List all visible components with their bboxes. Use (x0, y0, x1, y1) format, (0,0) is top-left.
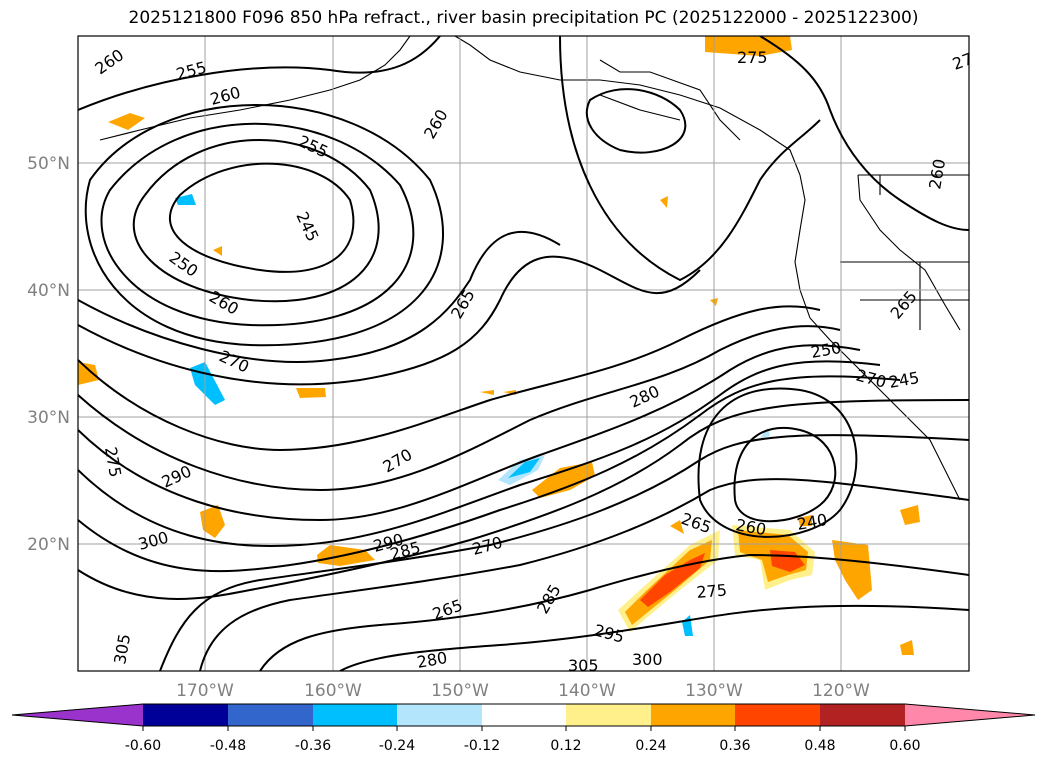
colorbar-under-extension (12, 704, 143, 726)
colorbar-tick-label: 0.36 (719, 738, 750, 754)
colorbar-over-extension (905, 704, 1035, 726)
colorbar-bin (482, 704, 566, 726)
lat-label-50n: 50°N (27, 154, 70, 174)
lon-label-120w: 120°W (812, 681, 870, 701)
lon-label-140w: 140°W (558, 681, 616, 701)
colorbar-bin (313, 704, 397, 726)
colorbar-tick-label: 0.48 (804, 738, 835, 754)
colorbar-bin (735, 704, 820, 726)
lat-label-30n: 30°N (27, 408, 70, 428)
colorbar-tick-label: -0.24 (379, 738, 415, 754)
lon-label-170w: 170°W (176, 681, 234, 701)
contour-label: 275 (696, 580, 728, 602)
map-title: 2025121800 F096 850 hPa refract., river … (128, 8, 919, 28)
colorbar-tick-label: 0.60 (889, 738, 920, 754)
contour-label: 305 (568, 656, 599, 675)
contour-label: 275 (737, 48, 768, 67)
map-plot-area: 260 255 260 255 245 250 260 260 265 270 … (78, 36, 969, 675)
latitude-labels: 50°N 40°N 30°N 20°N (27, 154, 70, 555)
map-frame (77, 35, 970, 672)
lat-label-20n: 20°N (27, 535, 70, 555)
contour-label: 280 (415, 648, 448, 672)
colorbar-bin (820, 704, 905, 726)
contour-label: 300 (632, 650, 663, 669)
colorbar-bin (228, 704, 313, 726)
colorbar-tick-label: -0.48 (210, 738, 246, 754)
colorbar-bin (651, 704, 735, 726)
colorbar-bin (566, 704, 651, 726)
lat-label-40n: 40°N (27, 281, 70, 301)
lon-label-130w: 130°W (685, 681, 743, 701)
lon-label-160w: 160°W (304, 681, 362, 701)
colorbar-bin (143, 704, 228, 726)
colorbar-tick-label: -0.60 (125, 738, 161, 754)
longitude-labels: 170°W 160°W 150°W 140°W 130°W 120°W (176, 681, 870, 701)
colorbar-bin (397, 704, 482, 726)
colorbar: -0.60 -0.48 -0.36 -0.24 -0.12 0.12 0.24 … (11, 703, 1036, 754)
lat-lon-grid (78, 36, 969, 671)
colorbar-tick-label: -0.12 (464, 738, 500, 754)
colorbar-tick-label: 0.24 (635, 738, 666, 754)
colorbar-tick-marks (142, 726, 906, 731)
lon-label-150w: 150°W (431, 681, 489, 701)
refractivity-contours (78, 36, 969, 671)
colorbar-tick-label: 0.12 (550, 738, 581, 754)
colorbar-tick-label: -0.36 (295, 738, 331, 754)
